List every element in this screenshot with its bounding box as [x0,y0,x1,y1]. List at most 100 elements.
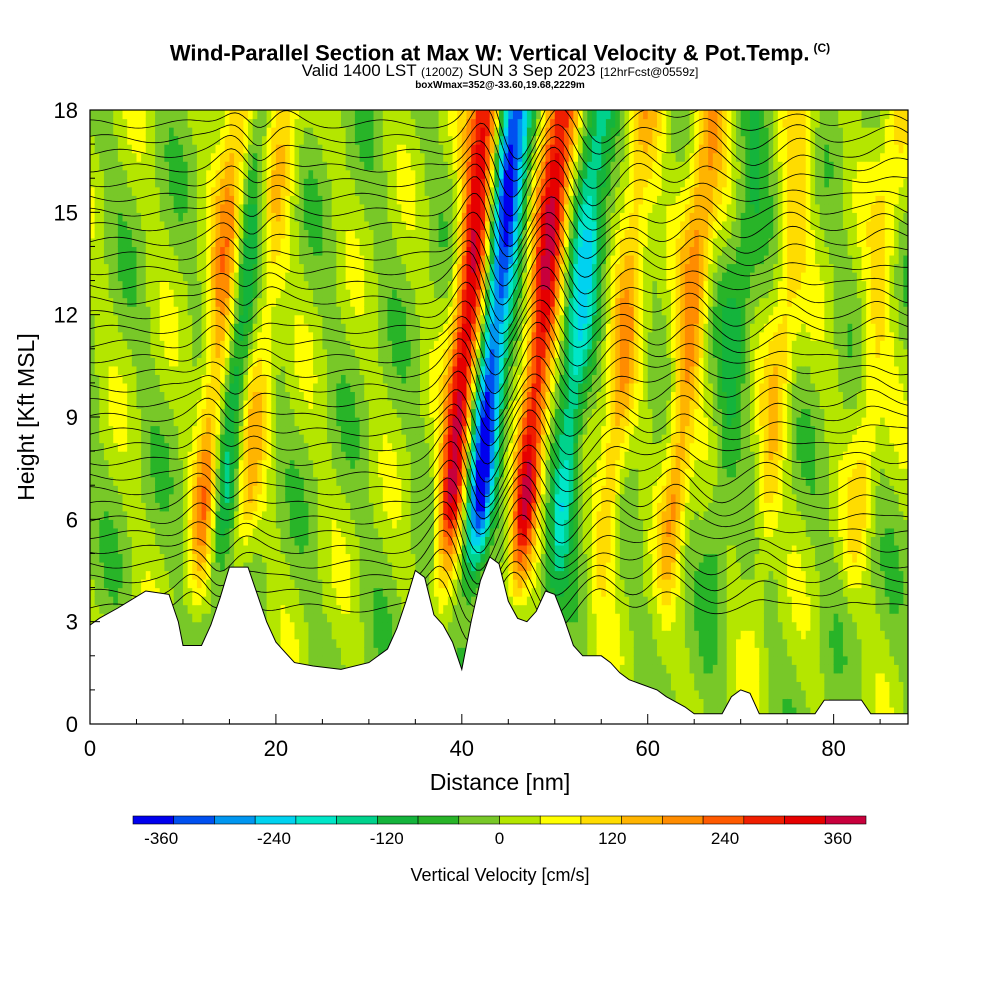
velocity-cell [359,442,365,452]
velocity-cell [354,399,361,410]
velocity-cell [350,118,356,128]
velocity-cell [354,186,361,196]
velocity-cell [303,613,310,623]
velocity-cell [238,178,244,188]
velocity-cell [210,297,217,307]
velocity-cell [145,493,152,503]
velocity-cell [173,391,179,401]
velocity-cell [155,476,161,486]
velocity-cell [155,314,161,324]
velocity-cell [378,306,384,316]
velocity-cell [396,417,402,427]
velocity-cell [94,468,100,478]
velocity-cell [280,579,286,589]
velocity-cell [387,331,393,341]
velocity-cell [182,289,189,299]
velocity-cell [122,561,128,572]
velocity-cell [266,263,272,273]
velocity-cell [313,417,319,427]
velocity-cell [382,195,389,205]
velocity-cell [122,425,128,435]
velocity-cell [234,417,240,427]
velocity-cell [196,110,203,120]
velocity-cell [90,169,96,179]
velocity-cell [187,434,193,444]
velocity-cell [308,502,314,512]
velocity-cell [145,254,152,265]
velocity-cell [387,340,393,350]
velocity-cell [331,220,337,230]
velocity-cell [224,553,231,563]
velocity-cell [164,195,170,205]
velocity-cell [150,374,156,384]
velocity-cell [354,314,361,324]
velocity-cell [294,229,300,239]
velocity-cell [387,357,393,367]
velocity-cell [322,579,328,589]
velocity-cell [164,544,170,555]
velocity-cell [285,647,291,657]
velocity-cell [192,638,198,648]
velocity-cell [178,553,184,563]
velocity-cell [155,374,161,384]
velocity-cell [382,135,389,145]
velocity-cell [113,476,119,486]
velocity-cell [387,229,393,239]
velocity-cell [159,561,165,572]
velocity-cell [257,425,263,435]
velocity-cell [313,382,319,393]
velocity-cell [257,561,263,572]
velocity-cell [271,169,277,179]
velocity-cell [382,280,389,290]
velocity-cell [173,246,179,256]
velocity-cell [206,621,212,631]
velocity-cell [340,553,347,563]
velocity-cell [150,519,156,529]
velocity-cell [145,229,152,239]
velocity-cell [182,280,189,290]
velocity-cell [257,519,263,529]
velocity-cell [215,297,221,307]
velocity-cell [406,127,412,137]
velocity-cell [350,425,356,435]
velocity-cell [182,613,189,623]
velocity-cell [238,289,244,299]
velocity-cell [187,408,193,418]
velocity-cell [271,587,277,597]
velocity-cell [354,613,361,623]
velocity-cell [196,365,203,375]
velocity-cell [248,476,254,486]
velocity-cell [113,399,119,410]
velocity-cell [169,527,175,537]
velocity-cell [289,468,296,478]
velocity-cell [117,110,124,120]
velocity-cell [392,254,398,265]
velocity-cell [308,178,314,188]
velocity-cell [182,127,189,137]
velocity-cell [215,485,221,495]
velocity-cell [368,280,375,290]
velocity-cell [117,289,124,299]
velocity-cell [280,536,286,546]
velocity-cell [210,110,217,120]
velocity-cell [173,144,179,154]
velocity-cell [271,630,277,640]
velocity-cell [410,544,416,555]
velocity-cell [294,536,300,546]
velocity-cell [108,229,114,239]
velocity-cell [289,297,296,307]
velocity-cell [364,348,370,358]
velocity-cell [257,263,263,273]
velocity-cell [327,476,333,486]
velocity-cell [303,306,310,316]
velocity-cell [103,178,110,188]
velocity-cell [396,579,402,589]
velocity-cell [336,459,342,469]
velocity-cell [364,161,370,171]
velocity-cell [373,135,379,145]
velocity-cell [378,613,384,623]
velocity-cell [271,186,277,196]
velocity-cell [173,314,179,324]
velocity-cell [387,451,393,461]
velocity-cell [127,263,133,273]
